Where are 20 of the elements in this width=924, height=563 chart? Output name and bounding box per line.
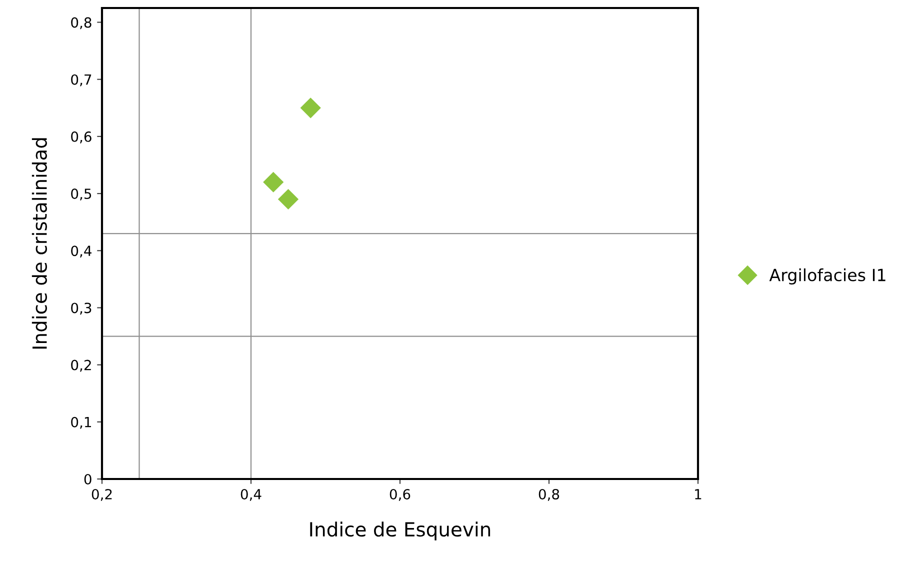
x-tick-label: 1: [695, 489, 702, 500]
x-tick-label: 0,8: [538, 488, 560, 501]
point: [278, 188, 299, 210]
x-tick-label: 0,4: [240, 488, 262, 501]
y-tick-label: 0,7: [71, 74, 92, 86]
y-tick-label: 0,6: [71, 131, 92, 144]
point: [263, 172, 284, 192]
y-tick-label: 0,1: [71, 416, 91, 429]
y-axis-title: Indice de cristalinidad: [32, 138, 47, 349]
y-tick-label: 0,4: [71, 246, 92, 258]
x-axis-title: Indice de Esquevin: [310, 522, 490, 540]
legend-label: Argilofacies I1: [769, 268, 886, 285]
y-tick-label: 0,8: [71, 17, 92, 30]
y-tick-label: 0,2: [71, 360, 91, 372]
x-tick-label: 0,2: [92, 488, 112, 501]
y-tick-label: 0,5: [71, 188, 92, 200]
point: [300, 98, 321, 118]
x-tick-label: 0,6: [390, 488, 410, 501]
y-tick-label: 0,3: [71, 302, 92, 315]
y-tick-label: 0: [84, 474, 92, 484]
